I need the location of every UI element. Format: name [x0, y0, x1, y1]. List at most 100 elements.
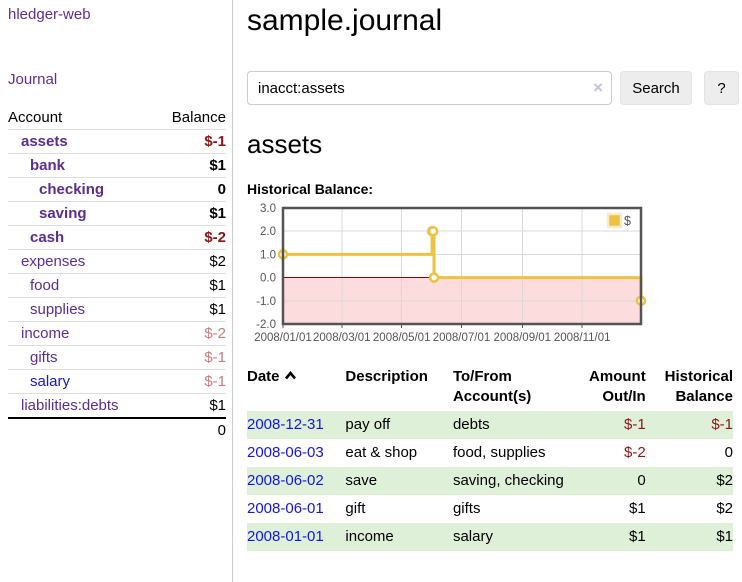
account-balance: $-1 — [204, 349, 226, 366]
account-heading: assets — [247, 129, 323, 159]
transaction-date-link[interactable]: 2008-06-02 — [247, 472, 324, 489]
sidebar: hledger-web Journal Account Balance asse… — [0, 0, 233, 582]
register-row: 2008-12-31 pay off debts $-1 $-1 — [247, 411, 733, 439]
transaction-description: gift — [345, 500, 366, 517]
transaction-accounts: food, supplies — [452, 444, 546, 461]
chart-label: Historical Balance: — [247, 181, 374, 197]
brand-link[interactable]: hledger-web — [8, 6, 91, 23]
account-row: gifts $-1 — [8, 345, 226, 370]
register-row: 2008-06-01 gift gifts $1 $2 — [247, 495, 733, 523]
account-balance: $1 — [209, 277, 226, 294]
accounts-total: 0 — [217, 422, 226, 439]
accounts-header: Account Balance — [8, 106, 226, 130]
svg-text:1.0: 1.0 — [260, 249, 276, 261]
account-row: supplies $1 — [8, 297, 226, 322]
col-header-amount: Amount Out/In — [589, 368, 646, 405]
account-row: food $1 — [8, 273, 226, 298]
transaction-balance: 0 — [724, 444, 733, 461]
search-form: × Search ? — [247, 71, 739, 105]
account-balance: $1 — [209, 157, 226, 174]
search-button[interactable]: Search — [620, 71, 692, 105]
accounts-table: Account Balance assets $-1 bank $1 check… — [8, 106, 226, 442]
svg-text:2008/01/01: 2008/01/01 — [254, 332, 312, 344]
journal-link[interactable]: Journal — [8, 71, 58, 88]
transaction-date-link[interactable]: 2008-06-03 — [247, 444, 324, 461]
transaction-date-link[interactable]: 2008-01-01 — [247, 528, 324, 545]
account-link-gifts[interactable]: gifts — [30, 349, 58, 366]
account-link-expenses[interactable]: expenses — [21, 253, 86, 270]
account-row: assets $-1 — [8, 129, 226, 154]
transaction-date-link[interactable]: 2008-12-31 — [247, 416, 324, 433]
account-balance: $1 — [209, 301, 226, 318]
account-link-salary[interactable]: salary — [30, 373, 71, 390]
account-link-cash[interactable]: cash — [30, 229, 65, 246]
transaction-balance: $2 — [716, 472, 733, 489]
transaction-balance: $2 — [716, 500, 733, 517]
account-balance: $1 — [209, 397, 226, 414]
account-balance: $2 — [209, 253, 226, 270]
svg-text:2008/07/01: 2008/07/01 — [433, 332, 491, 344]
col-header-description: Description — [345, 368, 428, 385]
transaction-date-link[interactable]: 2008-06-01 — [247, 500, 324, 517]
account-link-saving[interactable]: saving — [39, 205, 87, 222]
transaction-amount: $-1 — [624, 416, 646, 433]
svg-text:2008/03/01: 2008/03/01 — [313, 332, 371, 344]
account-row: income $-2 — [8, 321, 226, 346]
transaction-amount: 0 — [637, 472, 646, 489]
accounts-header-balance: Balance — [171, 109, 226, 126]
svg-text:2008/09/01: 2008/09/01 — [494, 332, 552, 344]
register-row: 2008-01-01 income salary $1 $1 — [247, 523, 733, 551]
svg-text:2008/11/01: 2008/11/01 — [554, 332, 611, 344]
account-link-assets[interactable]: assets — [21, 133, 68, 150]
svg-text:2008/05/01: 2008/05/01 — [373, 332, 431, 344]
account-row: checking 0 — [8, 177, 226, 202]
sort-asc-icon — [284, 370, 296, 380]
account-row: expenses $2 — [8, 249, 226, 274]
transaction-amount: $1 — [629, 500, 646, 517]
account-row: liabilities:debts $1 — [8, 393, 226, 419]
col-header-accounts: To/From Account(s) — [452, 368, 532, 405]
accounts-header-account: Account — [8, 109, 63, 126]
col-header-date[interactable]: Date — [247, 365, 345, 411]
account-row: cash $-2 — [8, 225, 226, 250]
col-header-balance: Historical Balance — [664, 368, 733, 405]
svg-text:$: $ — [624, 214, 631, 228]
account-balance: $-2 — [204, 229, 226, 246]
account-link-food[interactable]: food — [30, 277, 60, 294]
transaction-amount: $1 — [629, 528, 646, 545]
account-row: salary $-1 — [8, 369, 226, 394]
app-brand: hledger-web — [8, 6, 225, 24]
account-balance: 0 — [217, 181, 226, 198]
chart-wrap: $3.0 2.0 1.0 0.0 -1.0 -2.0 2008/01/01 2008/03/0… — [247, 203, 739, 353]
account-balance: $-2 — [204, 325, 226, 342]
clear-search-icon[interactable]: × — [593, 78, 603, 97]
register-row: 2008-06-02 save saving, checking 0 $2 — [247, 467, 733, 495]
account-row: saving $1 — [8, 201, 226, 226]
transaction-accounts: salary — [452, 528, 493, 545]
svg-text:-1.0: -1.0 — [256, 296, 276, 308]
register-header-row: Date Description To/From Account(s) Amou… — [247, 365, 733, 411]
account-link-liabilities-debts[interactable]: liabilities:debts — [21, 397, 119, 414]
page-title: sample.journal — [247, 4, 443, 37]
account-link-income[interactable]: income — [21, 325, 70, 342]
search-box: × — [247, 71, 612, 105]
nav-journal: Journal — [8, 71, 225, 89]
account-link-checking[interactable]: checking — [39, 181, 105, 198]
search-input[interactable] — [247, 71, 612, 105]
transaction-description: income — [345, 528, 394, 545]
transaction-description: eat & shop — [345, 444, 418, 461]
account-link-bank[interactable]: bank — [30, 157, 66, 174]
account-link-supplies[interactable]: supplies — [30, 301, 86, 318]
account-balance: $-1 — [204, 373, 226, 390]
main-content: sample.journal × Search ? assets Histori… — [233, 0, 742, 582]
transaction-balance: $1 — [716, 528, 733, 545]
transaction-accounts: gifts — [452, 500, 481, 517]
account-balance: $-1 — [204, 133, 226, 150]
register-row: 2008-06-03 eat & shop food, supplies $-2… — [247, 439, 733, 467]
transaction-description: save — [345, 472, 378, 489]
svg-text:0.0: 0.0 — [260, 273, 276, 285]
svg-text:-2.0: -2.0 — [256, 319, 276, 331]
help-button[interactable]: ? — [704, 71, 739, 105]
svg-text:3.0: 3.0 — [260, 203, 276, 215]
